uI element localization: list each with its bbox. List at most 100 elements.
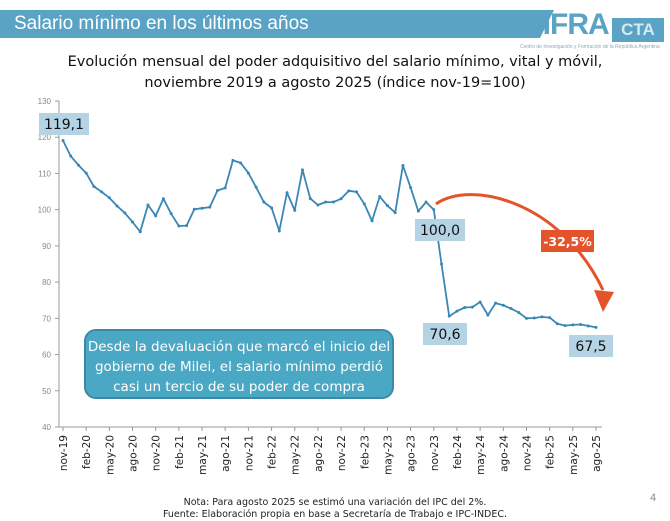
data-point xyxy=(262,200,266,204)
label-nov23: 100,0 xyxy=(420,223,460,239)
callout-box: Desde la devaluación que marcó el inicio… xyxy=(84,329,394,399)
data-point xyxy=(270,206,274,210)
data-point xyxy=(563,324,567,328)
data-point xyxy=(69,154,73,158)
label-end-bg xyxy=(569,335,613,357)
data-point xyxy=(401,163,405,167)
data-point xyxy=(316,203,320,207)
data-point xyxy=(107,196,111,200)
data-point xyxy=(470,305,474,309)
data-point xyxy=(308,196,312,200)
data-point xyxy=(594,325,598,329)
data-point xyxy=(61,138,65,142)
logo-subtitle: Centro de Investigación y Formación de l… xyxy=(520,44,660,50)
y-tick-label: 100 xyxy=(38,206,52,215)
label-start-bg xyxy=(39,113,89,135)
decline-badge-bg xyxy=(541,230,594,252)
x-tick-label: nov-24 xyxy=(521,435,533,471)
callout-line-2: gobierno de Milei, el salario mínimo per… xyxy=(94,359,384,375)
decline-arrow xyxy=(435,193,605,291)
y-tick-label: 80 xyxy=(42,278,51,287)
label-nov23-bg xyxy=(415,219,465,241)
x-tick-label: ago-21 xyxy=(220,435,232,472)
x-tick-label: feb-23 xyxy=(359,435,371,469)
data-point xyxy=(509,307,513,311)
x-tick-label: nov-21 xyxy=(243,435,255,471)
y-tick-label: 40 xyxy=(42,423,51,432)
data-point xyxy=(185,224,189,228)
data-point xyxy=(385,204,389,208)
data-point xyxy=(231,158,235,162)
logo-badge: CTA xyxy=(612,18,664,42)
data-point xyxy=(169,212,173,216)
logo-main-text: CIFRA xyxy=(522,8,610,41)
data-point xyxy=(455,309,459,313)
data-point xyxy=(586,324,590,328)
data-point xyxy=(293,208,297,212)
y-tick-label: 130 xyxy=(38,97,52,106)
x-tick-label: may-23 xyxy=(382,435,394,475)
data-point xyxy=(324,200,328,204)
series-layer xyxy=(61,138,598,329)
data-point xyxy=(416,209,420,213)
data-point xyxy=(579,322,583,326)
chart-title-line2: noviembre 2019 a agosto 2025 (índice nov… xyxy=(144,75,526,91)
data-point xyxy=(246,171,250,175)
annotation-layer: 119,1 100,0 70,6 67,5 -32,5% xyxy=(39,113,614,357)
y-tick-label: 50 xyxy=(42,387,51,396)
x-tick-label: ago-22 xyxy=(313,435,325,472)
x-tick-label: ago-23 xyxy=(406,435,418,472)
data-point xyxy=(447,314,451,318)
data-point xyxy=(200,206,204,210)
data-point xyxy=(331,200,335,204)
x-tick-label: nov-20 xyxy=(151,435,163,471)
data-point xyxy=(486,313,490,317)
chart-title-line1: Evolución mensual del poder adquisitivo … xyxy=(67,54,603,70)
data-point xyxy=(494,301,498,305)
x-tick-label: feb-25 xyxy=(545,435,557,469)
page-number: 4 xyxy=(650,492,657,504)
data-point xyxy=(138,230,142,234)
x-tick-label: ago-25 xyxy=(591,435,603,472)
data-point xyxy=(463,305,467,309)
y-tick-label: 120 xyxy=(38,133,52,142)
data-point xyxy=(424,200,428,204)
x-tick-label: nov-19 xyxy=(58,435,70,471)
series-line xyxy=(62,140,597,329)
label-start: 119,1 xyxy=(44,117,84,133)
x-tick-label: nov-23 xyxy=(429,435,441,471)
data-point xyxy=(532,316,536,320)
data-point xyxy=(393,211,397,215)
data-point xyxy=(555,322,559,326)
x-tick-label: nov-22 xyxy=(336,435,348,471)
data-point xyxy=(362,202,366,206)
data-point xyxy=(548,316,552,320)
decline-arrowhead xyxy=(594,290,614,312)
data-point xyxy=(215,188,219,192)
data-point xyxy=(524,316,528,320)
x-tick-label: feb-20 xyxy=(81,435,93,469)
data-point xyxy=(347,189,351,193)
x-tick-label: feb-21 xyxy=(174,435,186,469)
callout-line-1: Desde la devaluación que marcó el inicio… xyxy=(87,339,391,355)
data-point xyxy=(146,203,150,207)
data-point xyxy=(115,204,119,208)
chart-title: Evolución mensual del poder adquisitivo … xyxy=(0,52,670,94)
data-point xyxy=(501,303,505,307)
x-tick-label: may-21 xyxy=(197,435,209,475)
header-band xyxy=(0,10,554,38)
page-title: Salario mínimo en los últimos años xyxy=(14,13,309,34)
data-point xyxy=(92,184,96,188)
axes: 40 50 60 70 80 90 100 110 120 130 nov-19 feb-20 may-… xyxy=(38,97,603,475)
x-tick-label: may-20 xyxy=(104,435,116,475)
decline-badge: -32,5% xyxy=(543,234,592,249)
y-tick-label: 70 xyxy=(42,314,51,323)
data-point xyxy=(239,161,243,165)
data-point xyxy=(540,315,544,319)
data-point xyxy=(378,195,382,199)
data-point xyxy=(254,185,258,189)
data-point xyxy=(285,191,289,195)
data-point xyxy=(432,208,436,212)
data-point xyxy=(571,323,575,327)
